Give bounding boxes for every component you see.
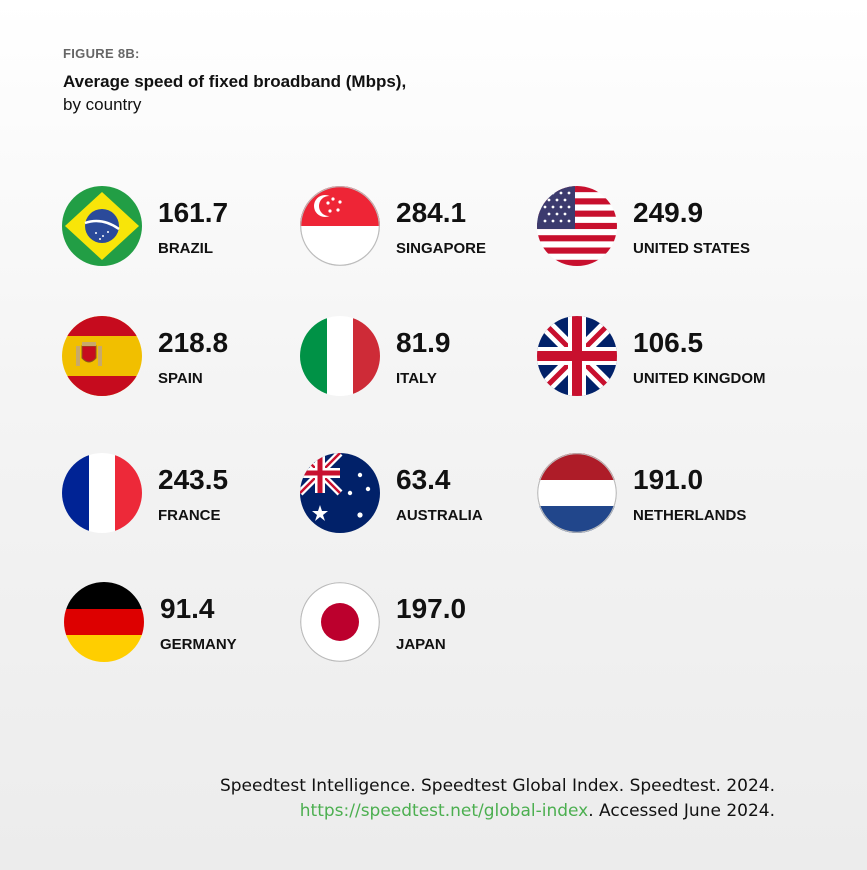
speed-value: 63.4 bbox=[396, 464, 451, 495]
country-item-united-states: 249.9 UNITED STATES bbox=[537, 186, 777, 276]
speed-value: 218.8 bbox=[158, 327, 229, 358]
brazil-flag-icon bbox=[62, 186, 142, 266]
germany-flag-icon bbox=[64, 582, 144, 662]
country-item-australia: 63.4 AUSTRALIA bbox=[300, 453, 540, 543]
source-line-1: Speedtest Intelligence. Speedtest Global… bbox=[219, 776, 775, 796]
country-name: ITALY bbox=[396, 370, 437, 387]
spain-flag-icon bbox=[62, 316, 142, 396]
country-name: BRAZIL bbox=[158, 240, 213, 257]
speed-value: 106.5 bbox=[633, 327, 704, 358]
speed-value: 91.4 bbox=[160, 593, 215, 624]
country-name: JAPAN bbox=[396, 636, 446, 653]
united-kingdom-flag-icon bbox=[537, 316, 617, 396]
country-name: UNITED KINGDOM bbox=[633, 370, 766, 387]
country-name: SINGAPORE bbox=[396, 240, 487, 257]
japan-flag-icon bbox=[300, 582, 380, 662]
netherlands-flag-icon bbox=[537, 453, 617, 533]
country-name: AUSTRALIA bbox=[396, 507, 483, 524]
speed-value: 284.1 bbox=[396, 197, 467, 228]
country-name: UNITED STATES bbox=[633, 240, 750, 257]
source-line-2: https://speedtest.net/global-index. Acce… bbox=[220, 799, 775, 824]
source-citation: Speedtest Intelligence. Speedtest Global… bbox=[220, 774, 775, 824]
country-item-brazil: 161.7 BRAZIL bbox=[62, 186, 302, 276]
speed-value: 81.9 bbox=[396, 327, 451, 358]
italy-flag-icon bbox=[300, 316, 380, 396]
figure-label: FIGURE 8B: bbox=[63, 46, 140, 61]
country-item-japan: 197.0 JAPAN bbox=[300, 582, 540, 672]
speed-value: 191.0 bbox=[633, 464, 704, 495]
source-accessed: . Accessed June 2024. bbox=[588, 801, 775, 821]
source-link[interactable]: https://speedtest.net/global-index bbox=[299, 801, 589, 821]
country-item-netherlands: 191.0 NETHERLANDS bbox=[537, 453, 777, 543]
country-item-spain: 218.8 SPAIN bbox=[62, 316, 302, 406]
country-item-united-kingdom: 106.5 UNITED KINGDOM bbox=[537, 316, 777, 406]
country-item-singapore: 284.1 SINGAPORE bbox=[300, 186, 540, 276]
australia-flag-icon bbox=[300, 453, 380, 533]
country-item-italy: 81.9 ITALY bbox=[300, 316, 540, 406]
speed-value: 243.5 bbox=[158, 464, 229, 495]
speed-value: 161.7 bbox=[158, 197, 229, 228]
country-name: NETHERLANDS bbox=[633, 507, 747, 524]
country-name: SPAIN bbox=[158, 370, 203, 387]
united-states-flag-icon bbox=[537, 186, 617, 266]
singapore-flag-icon bbox=[300, 186, 380, 266]
chart-title: Average speed of fixed broadband (Mbps), bbox=[63, 72, 407, 91]
country-item-france: 243.5 FRANCE bbox=[62, 453, 302, 543]
france-flag-icon bbox=[62, 453, 142, 533]
country-name: GERMANY bbox=[160, 636, 237, 653]
country-name: FRANCE bbox=[158, 507, 221, 524]
country-item-germany: 91.4 GERMANY bbox=[64, 582, 304, 672]
speed-value: 197.0 bbox=[396, 593, 467, 624]
speed-value: 249.9 bbox=[633, 197, 704, 228]
chart-subtitle: by country bbox=[63, 95, 142, 114]
